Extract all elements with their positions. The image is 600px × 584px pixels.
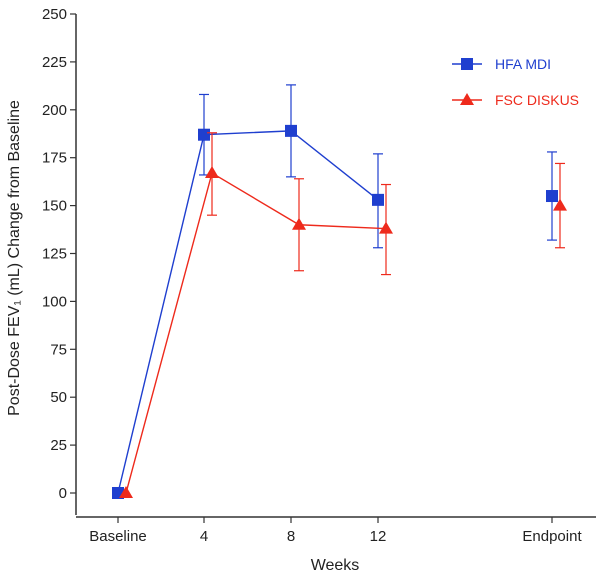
data-point-marker [553,198,567,211]
legend-marker [460,93,474,105]
legend-marker [461,58,473,70]
x-tick-label: Endpoint [522,528,582,545]
y-tick-label: 75 [50,341,67,358]
series-hfa-mdi [112,84,558,499]
data-point-marker [372,193,384,206]
legend: HFA MDI FSC DISKUS [452,56,579,108]
series-fsc-diskus [119,132,567,498]
series-line [125,171,387,494]
data-point-marker [205,166,219,179]
x-tick-label: 8 [287,528,295,545]
x-axis-title: Weeks [311,557,360,574]
legend-label: HFA MDI [495,56,551,72]
legend-label: FSC DISKUS [495,92,579,108]
data-point-marker [198,128,210,141]
x-tick-label: 4 [200,528,208,545]
data-point-marker [379,221,393,234]
x-tick-label: 12 [370,528,387,545]
y-tick-label: 250 [42,6,67,23]
x-tick-label: Baseline [89,528,147,545]
y-tick-label: 125 [42,246,67,263]
y-tick-label: 200 [42,102,67,119]
y-tick-label: 100 [42,293,67,310]
axes: 0 25 50 75 100 125 150 175 200 225 250 Baseline 4 8 12… [42,6,596,545]
y-tick-label: 0 [59,485,67,502]
data-point-marker [119,486,133,498]
data-point-marker [285,124,297,137]
plot-area [112,84,567,499]
y-tick-label: 175 [42,150,67,167]
y-tick-label: 25 [50,437,67,454]
y-tick-label: 50 [50,389,67,406]
series-line [117,130,379,494]
y-tick-label: 225 [42,54,67,71]
y-tick-label: 150 [42,198,67,215]
y-axis-title: Post-Dose FEV₁ (mL) Change from Baseline [6,100,23,416]
data-point-marker [292,217,306,230]
data-point-marker [546,190,558,203]
